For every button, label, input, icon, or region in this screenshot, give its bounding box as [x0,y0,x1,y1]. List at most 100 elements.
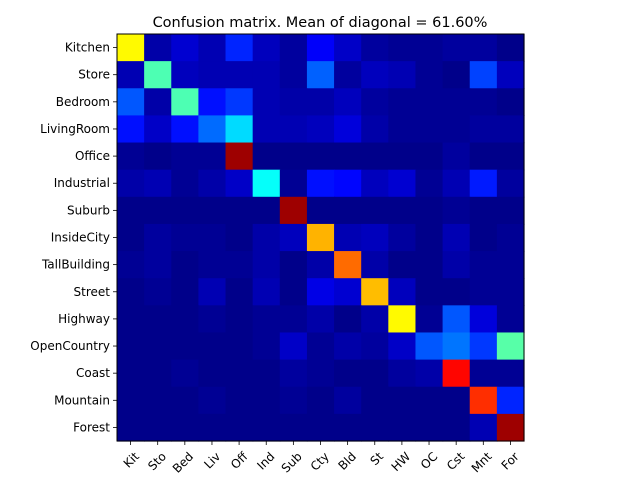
heatmap-cell [361,88,389,116]
heatmap-cell [171,305,199,334]
heatmap-cell [198,359,227,388]
heatmap-cell [198,88,227,116]
heatmap-cell [306,115,335,144]
heatmap-cell [334,305,362,334]
heatmap-cell [442,142,471,171]
heatmap-cell [117,88,145,116]
heatmap-cell [252,142,281,171]
heatmap-cell [252,332,281,361]
heatmap-cell [361,359,389,388]
y-axis: Kitchen Store Bedroom LivingRoom Office Indus… [30,41,117,434]
heatmap-cell [442,169,471,198]
heatmap-cell [388,359,417,388]
x-tick-label: Mnt [469,449,495,475]
y-tick-label: Mountain [54,393,110,407]
heatmap-cell [117,115,145,144]
heatmap-cell [198,332,227,361]
heatmap-cell [415,169,444,198]
heatmap-cell [415,196,444,225]
heatmap-cell [306,359,335,388]
heatmap-cell [171,251,199,279]
heatmap-cell [252,88,281,116]
heatmap-cell [334,413,362,442]
heatmap-cell [361,142,389,171]
heatmap-cell [388,196,417,225]
heatmap-cell [225,61,254,89]
heatmap-cell [306,413,335,442]
heatmap-cell [469,386,498,415]
x-tick-label: Bld [336,449,359,472]
x-tick-label: Off [228,449,251,472]
heatmap-cell [415,223,444,252]
heatmap-cell [117,34,145,62]
heatmap-cell [144,115,172,144]
heatmap-cell [388,61,417,89]
heatmap-cell [252,386,281,415]
x-tick-label: Ind [254,449,277,472]
heatmap-cell [279,278,308,306]
heatmap-cell [144,251,172,279]
heatmap-cell [361,386,389,415]
heatmap-cell [388,251,417,279]
heatmap-cell [198,413,227,442]
heatmap-cell [306,34,335,62]
heatmap-cell [171,386,199,415]
heatmap-cell [117,305,145,334]
heatmap-cell [252,223,281,252]
x-tick-label: Kit [121,449,142,470]
heatmap-cell [469,88,498,116]
heatmap-cell [415,359,444,388]
heatmap-cell [361,61,389,89]
heatmap-cell [361,196,389,225]
heatmap-cell [334,223,362,252]
y-tick-label: InsideCity [51,231,110,245]
heatmap-cell [415,251,444,279]
heatmap-cell [388,169,417,198]
heatmap-cell [144,61,172,89]
heatmap-cell [469,61,498,89]
heatmap-cell [361,169,389,198]
heatmap-cell [388,88,417,116]
heatmap-cell [252,251,281,279]
heatmap-cell [252,169,281,198]
heatmap-cell [334,359,362,388]
y-tick-label: Store [78,68,110,82]
heatmap-cell [496,386,525,415]
heatmap-cell [442,223,471,252]
heatmap-cell [225,196,254,225]
heatmap-cell [117,359,145,388]
heatmap-cell [306,278,335,306]
heatmap-cell [306,332,335,361]
y-tick-label: Street [74,285,111,299]
x-tick-label: Bed [170,449,196,475]
y-tick-label: Bedroom [56,95,110,109]
heatmap-cell [306,142,335,171]
heatmap-cell [198,223,227,252]
y-tick-label: Forest [73,420,110,434]
heatmap-cell [469,332,498,361]
heatmap-cell [306,251,335,279]
heatmap-cell [469,359,498,388]
heatmap-cell [279,169,308,198]
x-tick-label: Cst [444,449,468,473]
heatmap-cell [198,386,227,415]
heatmap-cell [415,278,444,306]
heatmap-cell [198,251,227,279]
heatmap-cell [144,142,172,171]
y-tick-label: OpenCountry [30,339,110,353]
heatmap-cell [252,196,281,225]
x-tick-label: For [499,449,522,472]
heatmap-cell [279,61,308,89]
heatmap-cell [171,413,199,442]
heatmap-cell [469,251,498,279]
x-tick-label: Cty [308,449,332,473]
heatmap-cell [252,413,281,442]
heatmap-cell [334,278,362,306]
heatmap-cell [415,34,444,62]
heatmap-cell [252,305,281,334]
y-tick-label: Suburb [67,203,110,217]
heatmap-cell [361,413,389,442]
heatmap-cell [279,332,308,361]
heatmap-cell [496,278,525,306]
